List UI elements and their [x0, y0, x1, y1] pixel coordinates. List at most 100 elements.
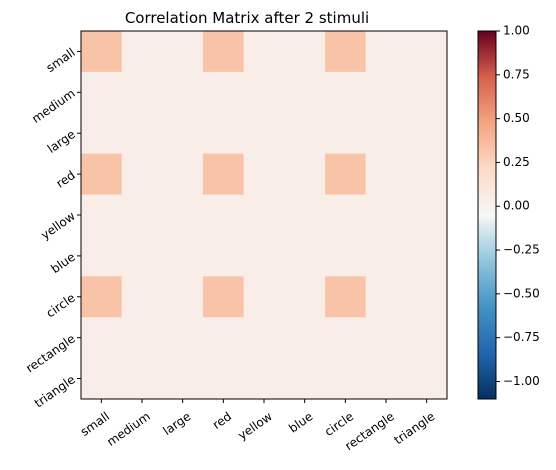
heatmap-cell	[325, 153, 367, 195]
heatmap-cell	[365, 31, 407, 73]
heatmap-cell	[121, 276, 163, 318]
heatmap-cell	[121, 71, 163, 114]
heatmap-cell	[81, 112, 123, 155]
heatmap-cell	[203, 31, 245, 73]
y-tick-label: blue	[48, 250, 77, 276]
x-tick-label: large	[160, 409, 193, 438]
heatmap-cell	[365, 112, 407, 155]
heatmap-cell	[365, 317, 407, 359]
heatmap-cell	[203, 153, 245, 195]
heatmap-cell	[121, 235, 163, 277]
y-tick-label: rectangle	[23, 332, 77, 376]
heatmap-cell	[162, 317, 204, 359]
heatmap-cell	[162, 31, 204, 73]
heatmap-cell	[243, 31, 285, 73]
heatmap-cell	[365, 358, 407, 400]
heatmap-cell	[406, 358, 448, 400]
heatmap-cell	[81, 153, 123, 195]
heatmap-cell	[284, 112, 326, 155]
x-tick-label: triangle	[392, 409, 438, 447]
heatmap-cell	[81, 358, 123, 400]
colorbar	[478, 31, 496, 399]
heatmap-cell	[243, 153, 285, 195]
x-tick-label: medium	[104, 409, 152, 449]
heatmap-cell	[243, 194, 285, 236]
y-tick-label: triangle	[32, 372, 78, 410]
heatmap-cell	[203, 317, 245, 359]
heatmap-cell	[365, 153, 407, 195]
colorbar-tick-label: 1.00	[503, 24, 530, 38]
heatmap-cell	[406, 153, 448, 195]
heatmap-cell	[325, 71, 367, 114]
heatmap-cell	[162, 235, 204, 277]
heatmap-cell	[325, 358, 367, 400]
heatmap-cell	[325, 317, 367, 359]
heatmap-cell	[81, 276, 123, 318]
heatmap-cell	[121, 31, 163, 73]
x-tick-label: red	[210, 409, 234, 432]
heatmap-cell	[325, 194, 367, 236]
heatmap-cell	[162, 153, 204, 195]
chart-title: Correlation Matrix after 2 stimuli	[125, 9, 369, 27]
x-tick-label: blue	[286, 409, 315, 435]
y-tick-label: circle	[44, 291, 78, 321]
heatmap-cell	[203, 194, 245, 236]
heatmap-cell	[121, 194, 163, 236]
heatmap-cell	[162, 276, 204, 318]
heatmap-cell	[81, 194, 123, 236]
heatmap-cell	[406, 112, 448, 155]
colorbar-tick-label: 0.75	[503, 67, 530, 81]
heatmap-cell	[121, 112, 163, 155]
heatmap-cell	[325, 112, 367, 155]
heatmap-cell	[162, 71, 204, 114]
y-tick-label: small	[44, 45, 78, 75]
colorbar-tick-label: 0.00	[503, 199, 530, 213]
heatmap-cell	[284, 71, 326, 114]
heatmap-cell	[243, 112, 285, 155]
heatmap-cell	[406, 276, 448, 318]
heatmap-cell	[284, 276, 326, 318]
colorbar-ticks: 1.00 0.75 0.50 0.25 0.00 −0.25 −0.50 −0.75 −1.00	[496, 24, 540, 388]
heatmap-cell	[406, 317, 448, 359]
heatmap-cell	[365, 235, 407, 277]
heatmap-cell	[406, 31, 448, 73]
heatmap-cell	[203, 358, 245, 400]
heatmap-cell	[243, 276, 285, 318]
colorbar-tick-label: −0.75	[503, 330, 540, 344]
heatmap-cell	[243, 235, 285, 277]
heatmap-cell	[325, 31, 367, 73]
heatmap-cell	[284, 31, 326, 73]
heatmap-cell	[81, 317, 123, 359]
heatmap-cell	[284, 317, 326, 359]
heatmap-cell	[81, 235, 123, 277]
heatmap-cell	[121, 317, 163, 359]
heatmap-cell	[406, 71, 448, 114]
heatmap-cells	[81, 31, 448, 400]
x-tick-label: yellow	[235, 409, 275, 443]
heatmap-cell	[243, 71, 285, 114]
heatmap-cell	[243, 317, 285, 359]
y-tick-label: medium	[29, 86, 77, 126]
heatmap-cell	[406, 235, 448, 277]
y-tick-label: red	[54, 168, 78, 191]
y-tick-label: yellow	[38, 209, 78, 243]
heatmap-cell	[203, 112, 245, 155]
y-tick-label: large	[45, 127, 78, 156]
heatmap-cell	[284, 153, 326, 195]
heatmap-cell	[162, 194, 204, 236]
heatmap-cell	[203, 71, 245, 114]
heatmap-cell	[325, 235, 367, 277]
colorbar-frame	[477, 30, 497, 400]
heatmap-cell	[203, 276, 245, 318]
heatmap-cell	[325, 276, 367, 318]
colorbar-tick-label: −0.25	[503, 243, 540, 257]
heatmap-cell	[81, 31, 123, 73]
heatmap-cell	[203, 235, 245, 277]
heatmap-cell	[365, 71, 407, 114]
heatmap-cell	[284, 194, 326, 236]
colorbar-tick-label: 0.25	[503, 155, 530, 169]
colorbar-tick-label: −1.00	[503, 374, 540, 388]
heatmap-cell	[365, 194, 407, 236]
